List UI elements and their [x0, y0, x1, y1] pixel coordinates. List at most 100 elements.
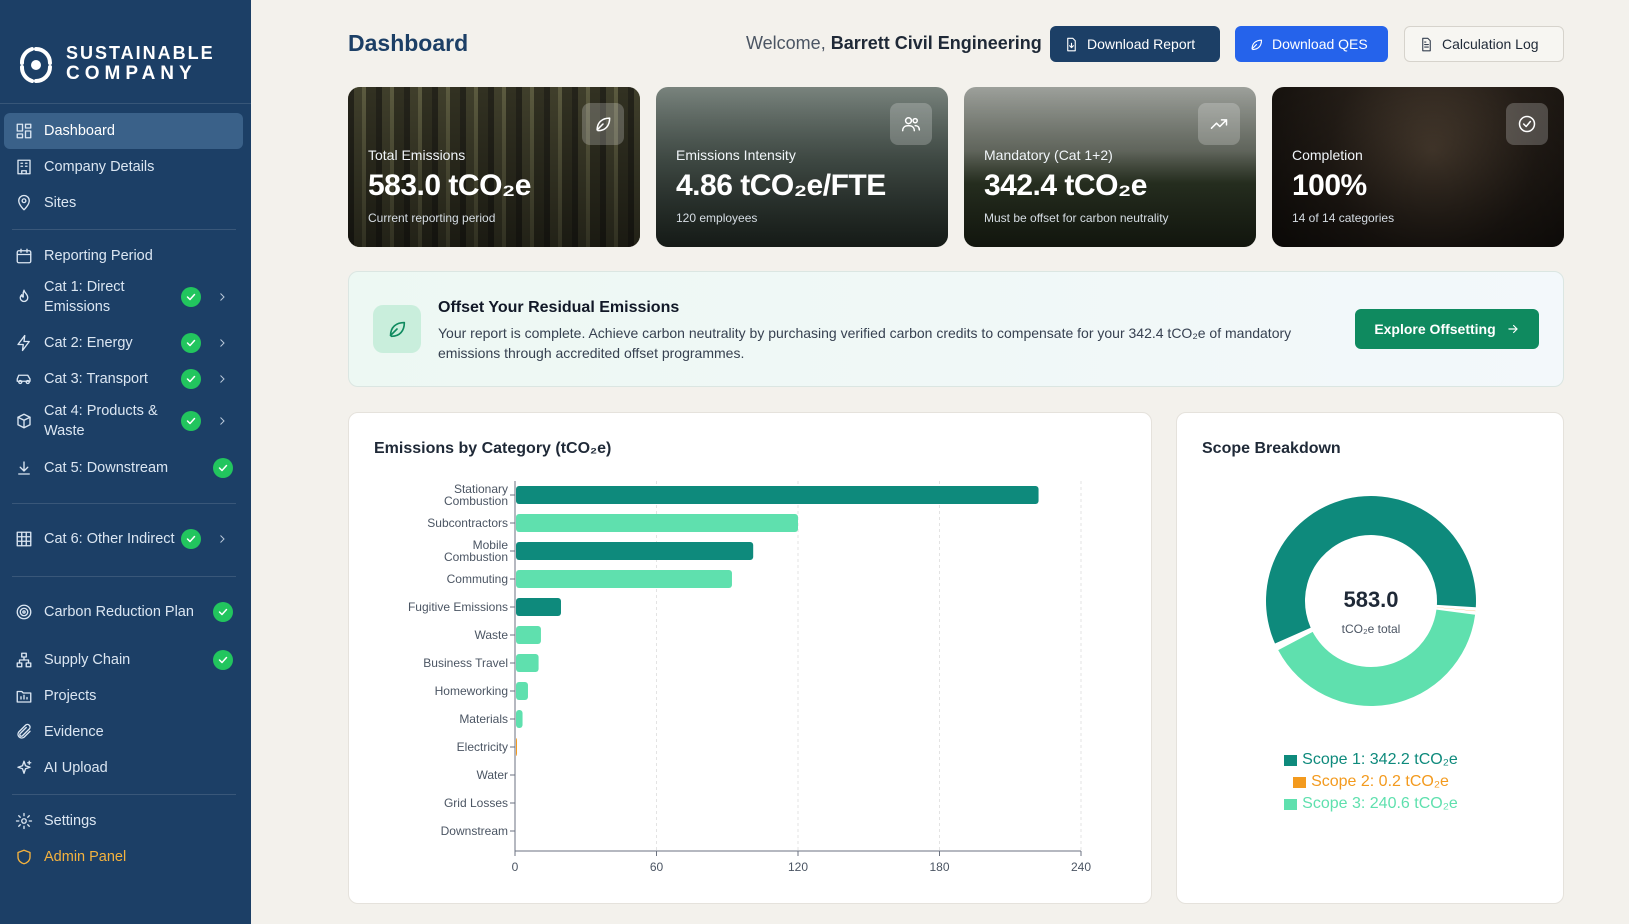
download-report-button[interactable]: Download Report	[1050, 26, 1220, 62]
legend-item-scope-3[interactable]: Scope 3: 240.6 tCO₂e	[1284, 795, 1458, 813]
explore-offsetting-button[interactable]: Explore Offsetting	[1355, 309, 1539, 349]
arrow-right-icon	[1508, 324, 1518, 334]
nav-divider	[12, 503, 236, 504]
y-tick-label: Fugitive Emissions	[408, 600, 508, 614]
welcome-prefix: Welcome,	[746, 33, 826, 53]
nav-divider	[12, 794, 236, 795]
y-tick-label: Business Travel	[423, 656, 508, 670]
legend-swatch	[1293, 776, 1307, 788]
legend-swatch	[1284, 754, 1298, 766]
y-tick-label: Materials	[459, 712, 508, 726]
kpi-card-total-emissions: Total Emissions 583.0 tCO₂e Current repo…	[348, 87, 640, 247]
brand-line-2: COMPANY	[66, 62, 197, 84]
network-icon	[4, 651, 44, 669]
sidebar-item-sites[interactable]: Sites	[4, 185, 243, 221]
grid-icon	[4, 530, 44, 548]
sidebar-item-label: Cat 6: Other Indirect	[44, 531, 175, 547]
target-icon	[4, 603, 44, 621]
legend-item-scope-1[interactable]: Scope 1: 342.2 tCO₂e	[1284, 751, 1458, 769]
legend-item-scope-2[interactable]: Scope 2: 0.2 tCO₂e	[1293, 773, 1449, 791]
chevron-right-icon[interactable]	[211, 373, 233, 385]
sidebar-item-projects[interactable]: Projects	[4, 678, 243, 714]
sidebar-item-supply-chain[interactable]: Supply Chain	[4, 642, 243, 678]
kpi-sub: Current reporting period	[368, 211, 496, 225]
sidebar-item-carbon-reduction-plan[interactable]: Carbon Reduction Plan	[4, 591, 243, 633]
kpi-value: 100%	[1292, 169, 1367, 202]
chevron-right-icon[interactable]	[211, 337, 233, 349]
file-download-icon	[1067, 37, 1076, 51]
chevron-right-icon[interactable]	[211, 291, 233, 303]
complete-check-icon	[213, 458, 233, 478]
chevron-right-icon[interactable]	[211, 533, 233, 545]
bar-homeworking	[516, 682, 528, 700]
emissions-by-category-panel: Emissions by Category (tCO₂e) 0 60 120 180 2…	[348, 412, 1152, 904]
sidebar-item-label: Sites	[44, 195, 77, 211]
sidebar-item-label: Reporting Period	[44, 248, 153, 264]
sidebar-item-ai-upload[interactable]: AI Upload	[4, 750, 243, 786]
sidebar-item-evidence[interactable]: Evidence	[4, 714, 243, 750]
y-tick-label: Stationary Combustion	[444, 482, 508, 508]
download-qes-button[interactable]: Download QES	[1235, 26, 1388, 62]
complete-check-icon	[181, 333, 201, 353]
sidebar-item-label: Cat 3: Transport	[44, 371, 148, 387]
sidebar-item-cat4[interactable]: Cat 4: Products & Waste	[4, 400, 243, 442]
complete-check-icon	[181, 287, 201, 307]
sidebar-item-label: Dashboard	[44, 123, 115, 139]
zap-icon	[4, 334, 44, 352]
bar-subcontractors	[516, 514, 798, 532]
sidebar-item-label: Admin Panel	[44, 849, 127, 865]
kpi-sub: 120 employees	[676, 211, 758, 225]
welcome-text: Welcome, Barrett Civil Engineering	[746, 33, 1042, 54]
bar-waste	[516, 626, 541, 644]
sidebar-item-label: Supply Chain	[44, 652, 131, 668]
x-tick-label: 180	[929, 860, 949, 874]
sidebar-item-cat3[interactable]: Cat 3: Transport	[4, 361, 243, 397]
y-tick-label: Subcontractors	[427, 516, 508, 530]
sparkles-icon	[4, 759, 44, 777]
sidebar-item-cat2[interactable]: Cat 2: Energy	[4, 325, 243, 361]
sidebar-item-label: Carbon Reduction Plan	[44, 604, 194, 620]
donut-slice-scope-1	[1266, 496, 1476, 644]
kpi-value: 342.4 tCO₂e	[984, 169, 1147, 202]
legend-label: Scope 3: 240.6 tCO₂e	[1302, 795, 1458, 812]
kpi-value: 583.0 tCO₂e	[368, 169, 531, 202]
calculation-log-button[interactable]: Calculation Log	[1404, 26, 1564, 62]
offset-banner: Offset Your Residual Emissions Your repo…	[348, 271, 1564, 387]
page-title: Dashboard	[348, 30, 469, 56]
sidebar-item-cat5[interactable]: Cat 5: Downstream	[4, 450, 243, 486]
sidebar-item-label: Evidence	[44, 724, 104, 740]
sidebar-item-settings[interactable]: Settings	[4, 803, 243, 839]
sidebar-item-reporting-period[interactable]: Reporting Period	[4, 238, 243, 274]
y-tick-label: Waste	[474, 628, 508, 642]
donut-slice-scope-2	[1436, 607, 1476, 612]
donut-chart-title: Scope Breakdown	[1202, 440, 1341, 457]
donut-slice-scope-3	[1278, 609, 1476, 706]
flame-icon	[4, 288, 44, 306]
explore-offsetting-label: Explore Offsetting	[1374, 321, 1496, 337]
kpi-label: Emissions Intensity	[676, 147, 796, 163]
sidebar-item-admin-panel[interactable]: Admin Panel	[4, 839, 243, 875]
bar-chart-title: Emissions by Category (tCO₂e)	[374, 440, 612, 457]
shield-icon	[4, 848, 44, 866]
nav-divider	[12, 229, 236, 230]
gear-icon	[4, 812, 44, 830]
users-icon	[890, 103, 932, 145]
leaf-icon	[582, 103, 624, 145]
sidebar-item-cat6[interactable]: Cat 6: Other Indirect	[4, 518, 243, 560]
complete-check-icon	[181, 369, 201, 389]
map-pin-icon	[4, 194, 44, 212]
sidebar-item-company-details[interactable]: Company Details	[4, 149, 243, 185]
kpi-label: Mandatory (Cat 1+2)	[984, 147, 1113, 163]
sidebar: SUSTAINABLE COMPANY Dashboard Company De…	[0, 0, 251, 924]
sidebar-item-dashboard[interactable]: Dashboard	[4, 113, 243, 149]
donut-center-label: tCO₂e total	[1342, 622, 1401, 636]
legend-label: Scope 2: 0.2 tCO₂e	[1311, 773, 1449, 790]
bar-business-travel	[516, 654, 539, 672]
brand[interactable]: SUSTAINABLE COMPANY	[0, 0, 251, 104]
sidebar-item-label: Settings	[44, 813, 97, 829]
folder-icon	[4, 687, 44, 705]
chevron-right-icon[interactable]	[211, 415, 233, 427]
sidebar-item-cat1[interactable]: Cat 1: Direct Emissions	[4, 276, 243, 318]
banner-text: Your report is complete. Achieve carbon …	[438, 325, 1292, 361]
complete-check-icon	[181, 529, 201, 549]
